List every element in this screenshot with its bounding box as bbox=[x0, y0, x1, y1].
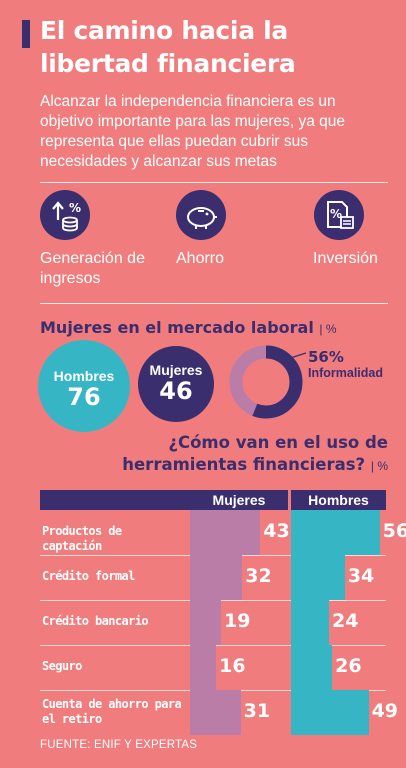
bar-value-label: 43 bbox=[263, 520, 290, 542]
column-header-men: Hombres bbox=[291, 490, 386, 510]
bar-mujeres bbox=[190, 645, 217, 690]
category-label: Crédito formal bbox=[42, 569, 135, 583]
tools-section-title: ¿Cómo van en el uso de herramientas fina… bbox=[48, 432, 388, 477]
category-label: Cuenta de ahorro para el retiro bbox=[42, 696, 182, 726]
bar-value-label: 26 bbox=[335, 655, 362, 677]
women-label: Mujeres bbox=[149, 362, 203, 378]
bar-value-label: 24 bbox=[332, 610, 359, 632]
donut-informality-arc bbox=[229, 345, 303, 419]
women-value: 46 bbox=[159, 377, 193, 405]
svg-text:%: % bbox=[330, 207, 342, 221]
intro-text: Alcanzar la independencia financiera es … bbox=[40, 93, 345, 170]
category-label: Seguro bbox=[42, 659, 82, 673]
men-value: 76 bbox=[67, 383, 101, 411]
investment-document-icon: % bbox=[314, 190, 364, 240]
bar-value-label: 19 bbox=[224, 610, 251, 632]
svg-text:%: % bbox=[69, 201, 81, 215]
bar-value-label: 32 bbox=[245, 565, 272, 587]
header-separator bbox=[288, 490, 291, 510]
category-label: Crédito bancario bbox=[42, 614, 149, 628]
bar-value-label: 49 bbox=[371, 700, 399, 722]
bar-hombres bbox=[291, 690, 369, 735]
piggy-bank-icon bbox=[176, 190, 226, 240]
labor-unit: | % bbox=[319, 322, 337, 336]
divider-top bbox=[40, 182, 388, 183]
tools-unit: | % bbox=[370, 459, 388, 473]
bar-mujeres bbox=[190, 555, 243, 600]
bar-value-label: 31 bbox=[243, 700, 271, 722]
informality-callout: 56% Informalidad bbox=[308, 348, 383, 380]
category-label: Productos de captación bbox=[42, 524, 122, 553]
title-accent-bar bbox=[22, 20, 30, 48]
column-header-women: Mujeres bbox=[190, 490, 288, 510]
bar-value-label: 56 bbox=[382, 520, 406, 542]
icon-label-investment: Inversión bbox=[313, 250, 378, 267]
donut-callout-line bbox=[284, 352, 307, 361]
bar-hombres bbox=[291, 555, 345, 600]
source-note: FUENTE: ENIF Y EXPERTAS bbox=[40, 739, 198, 751]
page-title: El camino hacia la libertad financiera bbox=[40, 16, 296, 78]
bar-mujeres bbox=[190, 600, 222, 645]
divider-middle bbox=[40, 303, 388, 304]
informality-donut bbox=[229, 345, 303, 419]
bar-value-label: 16 bbox=[219, 655, 246, 677]
informality-label: Informalidad bbox=[308, 366, 384, 380]
women-bubble: Mujeres 46 bbox=[138, 346, 214, 422]
labor-title-text: Mujeres en el mercado laboral bbox=[40, 318, 314, 337]
icon-label-income: Generación de ingresos bbox=[40, 250, 145, 287]
income-growth-icon: % bbox=[40, 190, 90, 240]
table-header-left bbox=[40, 490, 190, 510]
tools-title-text: ¿Cómo van en el uso de herramientas fina… bbox=[122, 433, 388, 474]
bar-mujeres bbox=[190, 690, 241, 735]
bar-mujeres bbox=[190, 510, 261, 555]
men-label: Hombres bbox=[53, 368, 115, 384]
bar-hombres bbox=[291, 645, 333, 690]
bar-hombres bbox=[291, 600, 329, 645]
informality-pct: 56% bbox=[308, 348, 344, 366]
men-bubble: Hombres 76 bbox=[38, 340, 130, 432]
bar-hombres bbox=[291, 510, 380, 555]
icon-label-savings: Ahorro bbox=[176, 250, 225, 267]
labor-section-title: Mujeres en el mercado laboral | % bbox=[40, 318, 337, 337]
bar-value-label: 34 bbox=[347, 565, 375, 587]
